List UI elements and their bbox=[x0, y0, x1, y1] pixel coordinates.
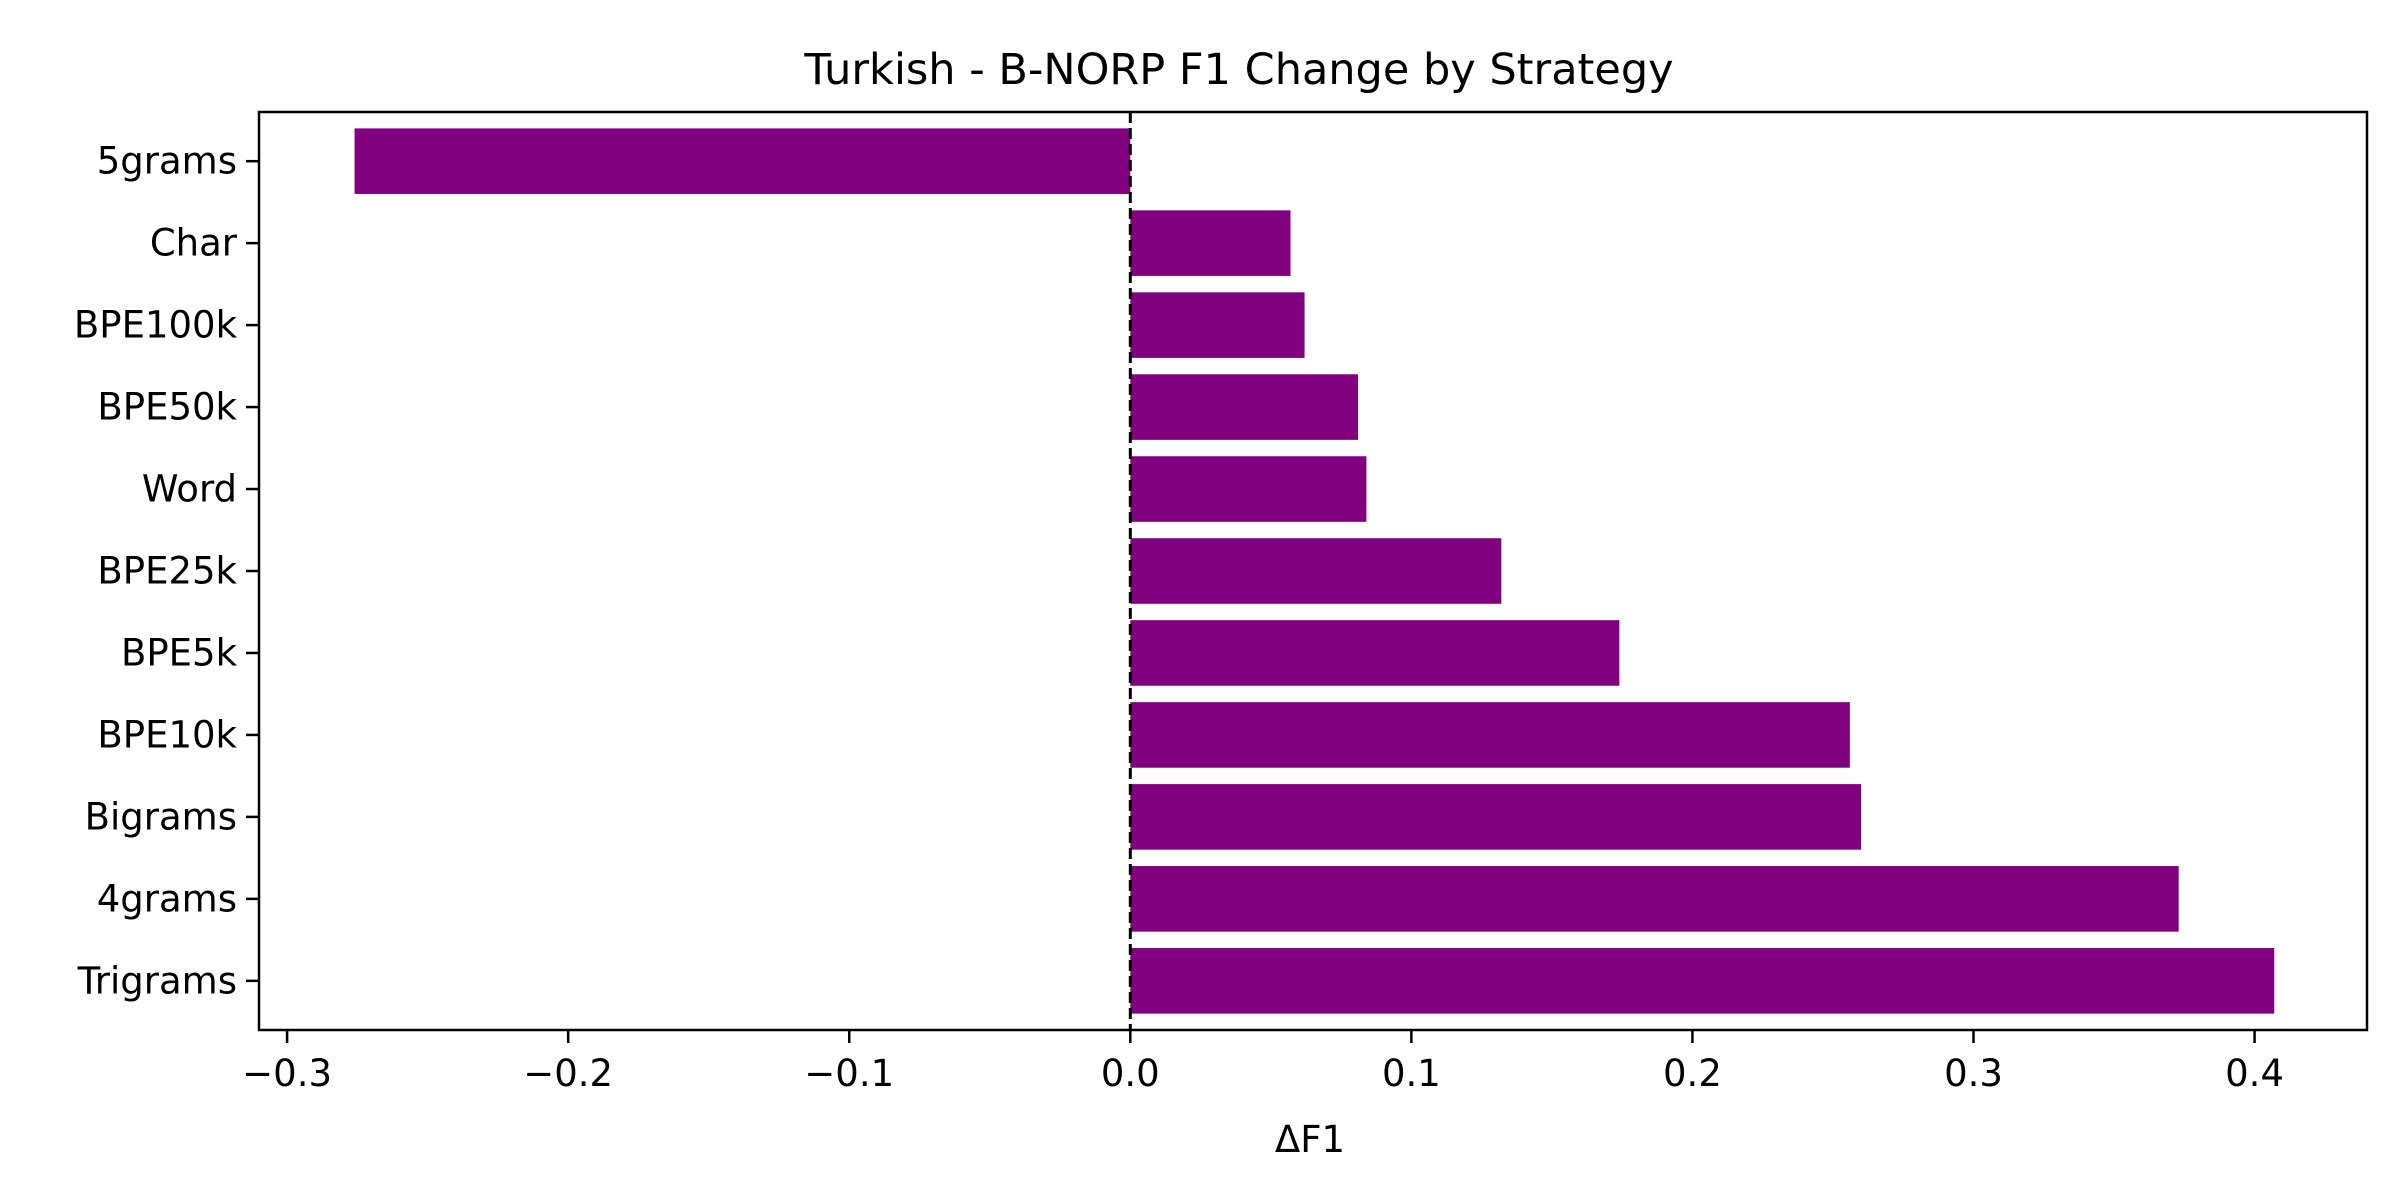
bar-bpe10k bbox=[1130, 702, 1850, 768]
bar-bpe50k bbox=[1130, 374, 1358, 440]
x-tick-label: 0.3 bbox=[1944, 1052, 2003, 1095]
chart-title: Turkish - B-NORP F1 Change by Strategy bbox=[803, 45, 1673, 95]
bars-layer bbox=[354, 128, 2275, 1014]
y-tick-label: 4grams bbox=[97, 877, 237, 920]
x-axis-label: ΔF1 bbox=[1275, 1118, 1345, 1161]
bar-trigrams bbox=[1130, 948, 2275, 1014]
y-tick-label: BPE10k bbox=[97, 713, 237, 756]
x-tick-label: 0.1 bbox=[1382, 1052, 1441, 1095]
y-tick-label: Char bbox=[150, 222, 238, 265]
bar-5grams bbox=[354, 128, 1131, 194]
x-tick-label: −0.3 bbox=[242, 1052, 332, 1095]
bar-bpe5k bbox=[1130, 620, 1620, 686]
y-tick-label: Bigrams bbox=[85, 795, 237, 838]
bar-char bbox=[1130, 210, 1291, 276]
y-tick-label: Trigrams bbox=[77, 959, 237, 1002]
y-tick-label: BPE100k bbox=[74, 304, 238, 347]
y-tick-label: BPE50k bbox=[97, 386, 237, 429]
y-tick-label: 5grams bbox=[97, 140, 237, 183]
y-tick-label: BPE5k bbox=[121, 631, 238, 674]
y-tick-label: BPE25k bbox=[97, 550, 237, 593]
bar-bigrams bbox=[1130, 784, 1862, 850]
bar-bpe25k bbox=[1130, 538, 1502, 604]
y-tick-label: Word bbox=[142, 468, 237, 511]
x-tick-label: −0.1 bbox=[804, 1052, 894, 1095]
x-tick-label: 0.2 bbox=[1663, 1052, 1722, 1095]
bar-word bbox=[1130, 456, 1367, 522]
x-tick-label: 0.4 bbox=[2225, 1052, 2284, 1095]
x-tick-label: −0.2 bbox=[523, 1052, 613, 1095]
bar-bpe100k bbox=[1130, 292, 1305, 358]
bar-4grams bbox=[1130, 866, 2179, 932]
axes-layer: 5grams Char BPE100k BPE50k Word BPE25k BPE5k BP… bbox=[74, 110, 2369, 1095]
x-tick-label: 0.0 bbox=[1101, 1052, 1160, 1095]
